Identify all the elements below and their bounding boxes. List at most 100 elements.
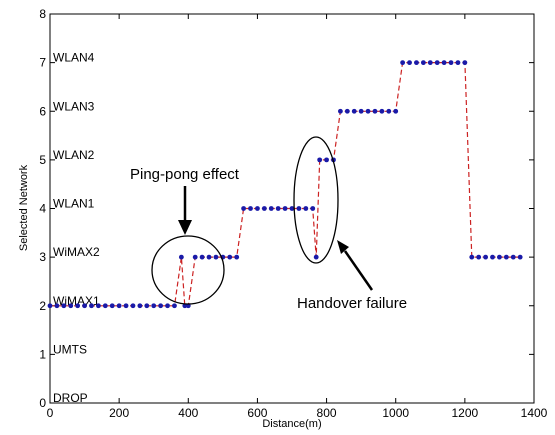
data-point (275, 206, 281, 211)
data-point (503, 254, 509, 260)
x-tick-labels: 0 200 400 600 800 1000 1200 1400 (47, 406, 548, 420)
data-point (344, 108, 350, 114)
data-point (82, 303, 87, 309)
data-point (192, 254, 198, 260)
data-point (137, 303, 143, 309)
handover-failure-label: Handover failure (297, 295, 407, 312)
y-tick-label: 6 (39, 104, 46, 118)
x-tick-label: 0 (47, 406, 54, 420)
data-point (407, 60, 412, 66)
data-point (206, 254, 212, 260)
data-point (47, 303, 53, 309)
data-point (490, 254, 495, 260)
network-label: WiMAX2 (53, 245, 100, 259)
data-point (296, 206, 302, 211)
y-tick-labels: 0 1 2 3 4 5 6 7 8 (39, 7, 46, 410)
data-point (178, 254, 184, 260)
data-point (303, 206, 309, 211)
handover-failure-arrow (343, 250, 374, 291)
data-point (68, 303, 74, 309)
data-point (234, 254, 240, 260)
data-point (130, 303, 136, 309)
x-tick-label: 1000 (382, 406, 409, 420)
x-tick-label: 600 (247, 406, 267, 420)
y-tick-label: 2 (39, 299, 46, 313)
data-point (317, 157, 323, 163)
data-point (102, 303, 108, 309)
data-point (61, 303, 67, 309)
data-point (123, 303, 129, 309)
x-tick-label: 400 (178, 406, 198, 420)
handover-failure-arrowhead (337, 240, 349, 254)
y-tick-label: 8 (39, 7, 46, 21)
x-tick-label: 1200 (452, 406, 479, 420)
data-point (109, 303, 115, 309)
y-tick-label: 3 (39, 250, 46, 264)
data-point (351, 108, 357, 114)
y-axis-title: Selected Network (18, 164, 30, 251)
x-tick-label: 1400 (521, 406, 548, 420)
data-point (414, 60, 419, 66)
data-point (213, 254, 219, 260)
data-point (116, 303, 122, 309)
ping-pong-label: Ping-pong effect (130, 166, 240, 183)
data-point (379, 108, 385, 114)
y-tick-label: 4 (39, 202, 46, 216)
data-point (248, 206, 253, 211)
x-tick-label: 800 (317, 406, 337, 420)
network-label: WLAN3 (53, 99, 95, 113)
data-point (241, 206, 247, 211)
data-point (151, 303, 157, 309)
y-tick-label: 5 (39, 153, 46, 167)
y-tick-label: 0 (39, 396, 46, 410)
data-point (282, 206, 288, 211)
data-point (144, 303, 150, 309)
network-label: WLAN2 (53, 148, 95, 162)
data-point (172, 303, 177, 309)
data-point (255, 206, 260, 211)
data-point (54, 303, 60, 309)
data-point (469, 254, 475, 260)
data-point (372, 108, 378, 114)
network-label: UMTS (53, 342, 87, 356)
data-point (199, 254, 205, 260)
x-tick-label: 200 (109, 406, 129, 420)
network-label: WLAN4 (53, 51, 95, 65)
data-point (158, 303, 164, 309)
data-point (462, 60, 468, 66)
data-point (386, 108, 392, 114)
data-point (313, 254, 319, 260)
data-point (510, 254, 516, 260)
data-point (89, 303, 94, 309)
data-point (227, 254, 233, 260)
data-point (165, 303, 170, 309)
data-point (420, 60, 426, 66)
data-point (476, 254, 482, 260)
network-label: DROP (53, 391, 88, 405)
data-point (483, 254, 488, 260)
y-tick-label: 1 (39, 347, 46, 361)
data-point (400, 60, 406, 66)
data-point (324, 157, 329, 163)
data-point (393, 108, 399, 114)
network-label: WLAN1 (53, 197, 95, 211)
y-tick-label: 7 (39, 56, 46, 70)
data-point (261, 206, 267, 211)
data-point (358, 108, 364, 114)
handover-failure-ellipse (293, 136, 339, 264)
data-point (448, 60, 454, 66)
ping-pong-arrowhead (178, 220, 192, 235)
x-axis-title: Distance(m) (262, 418, 321, 430)
data-point (365, 108, 371, 114)
data-point (497, 254, 502, 260)
data-point (96, 303, 101, 309)
data-point (427, 60, 433, 66)
data-point (310, 206, 316, 211)
data-point (441, 60, 447, 66)
data-point (338, 108, 343, 114)
data-point (434, 60, 440, 66)
data-point (289, 206, 295, 211)
data-point (455, 60, 461, 66)
